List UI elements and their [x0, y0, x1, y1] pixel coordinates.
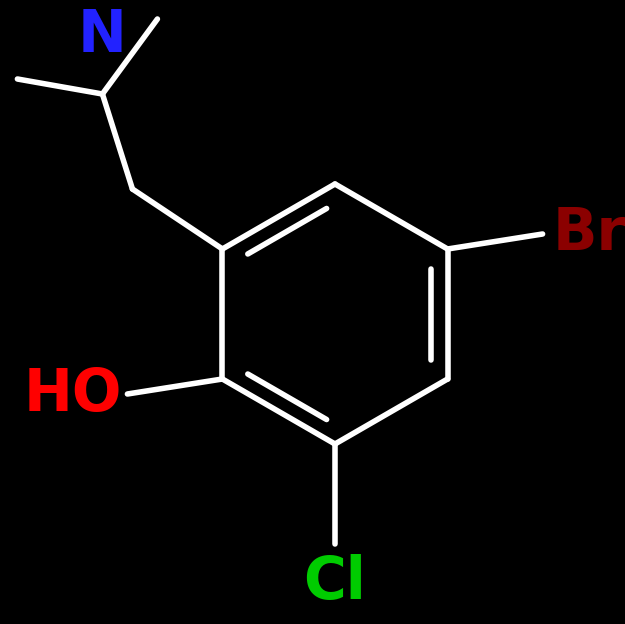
Text: N: N	[78, 7, 127, 64]
Text: Cl: Cl	[304, 554, 366, 611]
Text: Br: Br	[552, 205, 625, 263]
Text: HO: HO	[24, 366, 122, 422]
